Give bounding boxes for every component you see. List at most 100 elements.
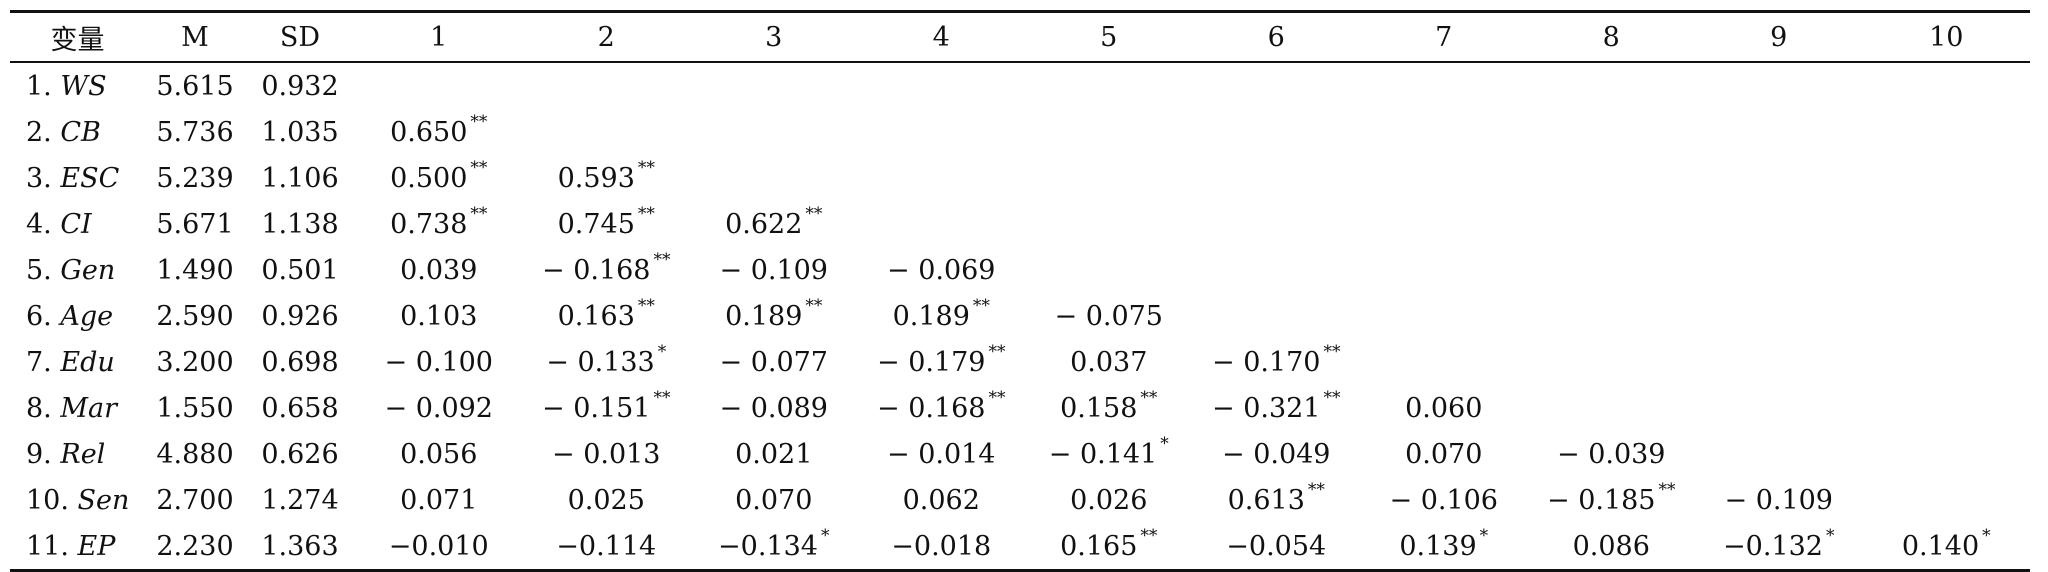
variable-cell: 10. Sen [10, 477, 145, 523]
sd-cell: 1.138 [261, 208, 339, 240]
variable-cell: 1. WS [10, 62, 145, 109]
correlation-value: − 0.170 [1211, 347, 1321, 378]
correlation-cell: − 0.013 [523, 431, 691, 477]
correlation-cell [523, 109, 691, 155]
mean-cell: 2.230 [156, 530, 234, 562]
correlation-cell [1863, 385, 2031, 431]
table-header: 变量 M SD 1 2 3 4 5 6 7 8 9 10 [10, 11, 2030, 62]
correlation-cell [1360, 339, 1528, 385]
correlation-cell: 0.039 [355, 247, 523, 293]
table-row: 4. CI 5.671 1.138 0.738 ** 0.745 ** 0.622 ** [10, 201, 2030, 247]
sd-cell: 1.106 [261, 162, 339, 194]
correlation-value: 0.745 [557, 209, 635, 240]
sd-cell: 1.274 [261, 484, 339, 516]
correlation-cell: 0.062 [858, 477, 1026, 523]
header-row: 变量 M SD 1 2 3 4 5 6 7 8 9 10 [10, 11, 2030, 62]
variable-cell: 11. EP [10, 523, 145, 571]
correlation-value: − 0.092 [384, 392, 493, 424]
sd-cell: 0.932 [261, 70, 339, 102]
correlation-value: 0.070 [1405, 438, 1483, 470]
correlation-cell [1695, 339, 1863, 385]
correlation-value: 0.070 [735, 484, 813, 516]
mean-cell: 3.200 [156, 346, 234, 378]
correlation-cell [1863, 293, 2031, 339]
correlation-cell: − 0.133 * [523, 339, 691, 385]
header-m: M [181, 21, 209, 53]
correlation-cell: − 0.109 [1695, 477, 1863, 523]
sd-cell: 0.698 [261, 346, 339, 378]
correlation-cell: − 0.069 [858, 247, 1026, 293]
correlation-value: 0.140 [1901, 531, 1980, 562]
correlation-cell: − 0.179 ** [858, 339, 1026, 385]
correlation-cell: − 0.106 [1360, 477, 1528, 523]
correlation-cell: 0.103 [355, 293, 523, 339]
variable-number: 3. [26, 162, 52, 194]
correlation-value: 0.189 [725, 301, 803, 332]
correlation-value: −0.018 [891, 530, 992, 562]
significance-marker: ** [637, 158, 655, 178]
table-body: 1. WS 5.615 0.932 2. CB 5.736 1.035 0.650 ** 3. … [10, 62, 2030, 571]
correlation-cell: 0.745 ** [523, 201, 691, 247]
correlation-cell: 0.071 [355, 477, 523, 523]
sd-cell: 0.626 [261, 438, 339, 470]
significance-marker: * [657, 342, 667, 362]
mean-cell: 5.736 [156, 116, 234, 148]
correlation-cell: −0.054 [1193, 523, 1361, 571]
correlation-cell [1695, 431, 1863, 477]
sd-cell: 0.658 [261, 392, 339, 424]
mean-cell: 1.490 [156, 254, 234, 286]
correlation-value: 0.500 [390, 163, 468, 194]
significance-marker: * [820, 526, 830, 546]
mean-cell: 2.590 [156, 300, 234, 332]
correlation-cell [1695, 247, 1863, 293]
correlation-cell [1025, 155, 1193, 201]
correlation-cell [1025, 62, 1193, 109]
correlation-cell: − 0.170 ** [1193, 339, 1361, 385]
correlation-cell: 0.140 * [1863, 523, 2031, 571]
correlation-value: 0.613 [1227, 485, 1305, 516]
correlation-cell [858, 62, 1026, 109]
correlation-value: − 0.321 [1211, 393, 1321, 424]
header-9: 9 [1770, 21, 1788, 53]
significance-marker: ** [1307, 480, 1325, 500]
correlation-value: − 0.109 [1724, 484, 1833, 516]
correlation-value: 0.086 [1572, 530, 1650, 562]
correlation-value: 0.037 [1070, 346, 1148, 378]
correlation-table: 变量 M SD 1 2 3 4 5 6 7 8 9 10 1. WS 5.615 0.932 2. CB 5.7… [10, 10, 2030, 572]
correlation-cell [1695, 155, 1863, 201]
variable-name: ESC [60, 162, 120, 194]
significance-marker: ** [988, 388, 1006, 408]
correlation-cell: −0.010 [355, 523, 523, 571]
correlation-cell [1360, 109, 1528, 155]
variable-cell: 5. Gen [10, 247, 145, 293]
correlation-value: − 0.013 [551, 438, 661, 470]
correlation-cell [1528, 385, 1696, 431]
correlation-cell [858, 201, 1026, 247]
correlation-cell: 0.165 ** [1025, 523, 1193, 571]
correlation-value: − 0.168 [541, 255, 651, 286]
correlation-cell: − 0.100 [355, 339, 523, 385]
correlation-cell [1528, 247, 1696, 293]
variable-number: 9. [26, 438, 52, 470]
variable-number: 1. [26, 70, 52, 102]
correlation-cell [1863, 247, 2031, 293]
variable-number: 5. [26, 254, 52, 286]
correlation-cell [1863, 201, 2031, 247]
correlation-cell: −0.134 * [690, 523, 858, 571]
header-7: 7 [1435, 21, 1453, 53]
correlation-cell [1863, 477, 2031, 523]
variable-name: Edu [60, 346, 115, 378]
correlation-cell: − 0.109 [690, 247, 858, 293]
correlation-cell [1360, 62, 1528, 109]
significance-marker: ** [1323, 388, 1341, 408]
header-4: 4 [932, 21, 950, 53]
sd-cell: 0.926 [261, 300, 339, 332]
correlation-cell [1528, 201, 1696, 247]
correlation-value: 0.103 [400, 300, 478, 332]
significance-marker: ** [972, 296, 990, 316]
correlation-cell [1025, 109, 1193, 155]
correlation-cell [1863, 109, 2031, 155]
correlation-cell: − 0.321 ** [1193, 385, 1361, 431]
table-row: 11. EP 2.230 1.363 −0.010 −0.114 −0.134 * −0.01… [10, 523, 2030, 571]
variable-name: CB [60, 116, 101, 148]
